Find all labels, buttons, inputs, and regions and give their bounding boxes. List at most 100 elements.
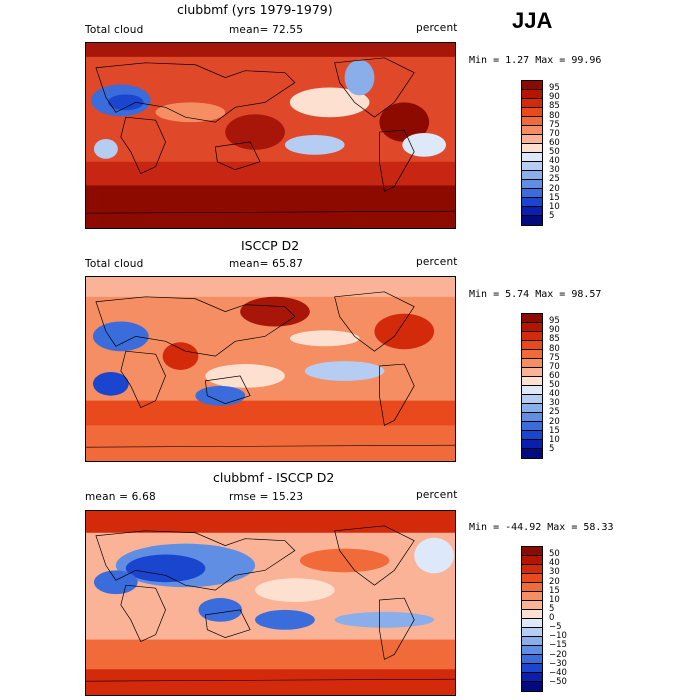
colorbar-tick-label: 30 (549, 165, 560, 176)
colorbar-tick-label: 20 (549, 416, 560, 427)
colorbar-tick-label: 15 (549, 585, 560, 596)
colorbar-segment (522, 574, 542, 583)
colorbar-segment (522, 341, 542, 350)
colorbar-segment (522, 601, 542, 610)
colorbar-tick-label: 80 (549, 343, 560, 354)
colorbar-segment (522, 592, 542, 601)
colorbar-tick-label: 0 (549, 613, 555, 623)
panel3-map-svg (86, 511, 455, 695)
colorbar-tick-label: 85 (549, 101, 560, 112)
colorbar-tick-label: 95 (549, 83, 560, 94)
colorbar-tick-label: 60 (549, 137, 560, 148)
colorbar-tick-label: 95 (549, 316, 560, 327)
colorbar-segment (522, 682, 542, 691)
panel1-map (85, 42, 456, 229)
colorbar-segment (522, 198, 542, 207)
colorbar-segment (522, 673, 542, 682)
colorbar-tick-label: 90 (549, 325, 560, 336)
colorbar-segment (522, 565, 542, 574)
colorbar-tick-label: −15 (549, 640, 567, 651)
colorbar-segment (522, 323, 542, 332)
colorbar-tick-label: 75 (549, 352, 560, 363)
colorbar-segment (522, 216, 542, 225)
colorbar-tick-label: 40 (549, 156, 560, 167)
colorbar-tick-label: 80 (549, 110, 560, 121)
colorbar-tick-label: 10 (549, 434, 560, 445)
panel3-rmse: rmse = 15.23 (229, 491, 304, 503)
panel3-title: clubbmf - ISCCP D2 (213, 470, 335, 485)
colorbar-segment (522, 359, 542, 368)
colorbar-segment (522, 153, 542, 162)
colorbar-tick-label: 40 (549, 558, 560, 569)
colorbar-tick-label: 5 (549, 603, 555, 614)
panel3-mean: mean = 6.68 (85, 491, 156, 503)
panel1-map-svg (86, 43, 455, 228)
panel1-variable-label: Total cloud (85, 24, 144, 36)
colorbar-segment (522, 664, 542, 673)
colorbar-tick-label: 50 (549, 549, 560, 560)
colorbar-segment (522, 583, 542, 592)
colorbar-tick-label: 85 (549, 334, 560, 345)
colorbar-tick-label: 90 (549, 92, 560, 103)
colorbar-tick-label: 50 (549, 147, 560, 157)
colorbar-segment (522, 610, 542, 619)
colorbar-segment (522, 135, 542, 144)
colorbar-tick-label: 10 (549, 201, 560, 212)
colorbar-segment (522, 431, 542, 440)
panel1-mean: mean= 72.55 (229, 24, 304, 36)
colorbar-segment (522, 547, 542, 556)
colorbar-segment (522, 99, 542, 108)
panel3-units: percent (416, 489, 458, 501)
colorbar-tick-label: 50 (549, 380, 560, 390)
colorbar-segment (522, 332, 542, 341)
panel2-title: ISCCP D2 (241, 238, 300, 253)
panel1-title: clubbmf (yrs 1979-1979) (177, 2, 333, 17)
colorbar-segment (522, 404, 542, 413)
panel2-map-svg (86, 277, 455, 461)
colorbar-tick-label: 40 (549, 389, 560, 400)
panel2-minmax: Min = 5.74 Max = 98.57 (469, 289, 602, 300)
colorbar-segment (522, 377, 542, 386)
colorbar-segment (522, 189, 542, 198)
colorbar-tick-label: −20 (549, 649, 567, 660)
colorbar-tick-label: 20 (549, 183, 560, 194)
colorbar-segment (522, 368, 542, 377)
colorbar-tick-label: 10 (549, 594, 560, 605)
panel2-variable-label: Total cloud (85, 258, 144, 270)
season-label: JJA (512, 8, 553, 33)
colorbar-tick-label: 15 (549, 425, 560, 436)
colorbar-segment (522, 449, 542, 458)
colorbar-tick-label: 20 (549, 576, 560, 587)
panel1-colorbar (521, 80, 543, 226)
colorbar-tick-label: 60 (549, 370, 560, 381)
colorbar-tick-label: −30 (549, 658, 567, 669)
colorbar-tick-label: 70 (549, 361, 560, 372)
colorbar-segment (522, 655, 542, 664)
colorbar-tick-label: 25 (549, 174, 560, 185)
colorbar-tick-label: 5 (549, 210, 555, 221)
colorbar-tick-label: 15 (549, 192, 560, 203)
colorbar-segment (522, 637, 542, 646)
colorbar-segment (522, 180, 542, 189)
colorbar-tick-label: −50 (549, 676, 567, 687)
panel2-mean: mean= 65.87 (229, 258, 304, 270)
colorbar-segment (522, 314, 542, 323)
colorbar-tick-label: 5 (549, 443, 555, 454)
colorbar-segment (522, 386, 542, 395)
colorbar-segment (522, 144, 542, 153)
colorbar-segment (522, 171, 542, 180)
colorbar-segment (522, 207, 542, 216)
colorbar-tick-label: 30 (549, 398, 560, 409)
colorbar-segment (522, 556, 542, 565)
colorbar-segment (522, 90, 542, 99)
colorbar-segment (522, 162, 542, 171)
colorbar-segment (522, 422, 542, 431)
colorbar-segment (522, 413, 542, 422)
colorbar-segment (522, 350, 542, 359)
panel1-units: percent (416, 22, 458, 34)
colorbar-tick-label: −40 (549, 667, 567, 678)
colorbar-tick-label: −10 (549, 631, 567, 642)
colorbar-tick-label: 70 (549, 128, 560, 139)
panel3-minmax: Min = -44.92 Max = 58.33 (469, 522, 614, 533)
colorbar-tick-label: 75 (549, 119, 560, 130)
